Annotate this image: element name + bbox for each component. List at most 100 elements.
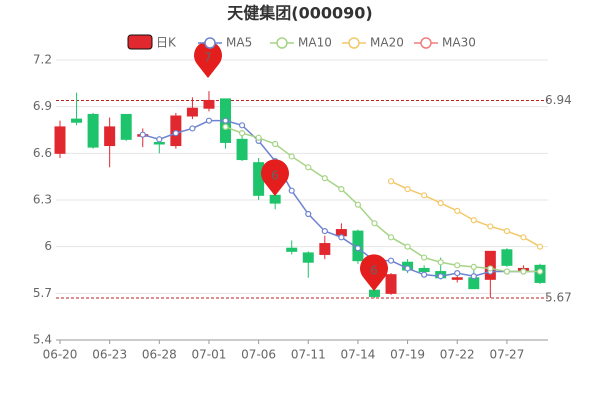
ma-point	[536, 243, 544, 250]
pin	[261, 159, 289, 196]
y-tick-label: 5.4	[33, 333, 52, 347]
ma-point	[222, 123, 229, 130]
x-tick-label: 07-19	[390, 348, 425, 362]
ma-point	[371, 220, 378, 227]
y-tick-label: 5.7	[33, 286, 52, 300]
y-tick-label: 6.6	[33, 146, 52, 160]
x-tick-label: 07-14	[340, 348, 375, 362]
pin-label: 6	[271, 169, 279, 183]
x-tick-label: 07-27	[489, 348, 524, 362]
x-tick-label: 06-23	[92, 348, 127, 362]
legend-marker	[276, 37, 288, 49]
ma-point	[404, 243, 411, 250]
candle-body	[484, 250, 496, 280]
ma-point	[305, 164, 312, 171]
candle-body	[186, 107, 198, 117]
ma-point	[172, 130, 179, 137]
legend-label: 日K	[156, 36, 177, 50]
ma-point	[520, 268, 527, 275]
ma-point	[321, 175, 328, 182]
legend-marker	[420, 37, 432, 49]
ma-point	[238, 122, 246, 129]
pin	[194, 41, 223, 78]
ma-line	[142, 119, 540, 277]
ma-point	[387, 234, 395, 241]
x-tick-label: 06-20	[43, 348, 78, 362]
chart-title: 天健集团(000090)	[227, 4, 372, 23]
ma-line	[390, 180, 541, 248]
pin-label: 7	[204, 51, 212, 65]
ma-point	[255, 134, 262, 141]
ma-point	[288, 187, 295, 194]
ma-point	[454, 270, 461, 277]
ma-point	[387, 178, 395, 185]
ma-point	[305, 210, 312, 218]
ma-point	[156, 136, 163, 143]
ma-point	[487, 265, 494, 272]
legend-marker	[348, 37, 360, 49]
legend-label: MA5	[226, 36, 252, 50]
ma-point	[487, 223, 494, 230]
ma-point	[189, 125, 196, 132]
ma-point	[503, 268, 510, 275]
ma-point	[404, 186, 411, 193]
y-tick-label: 6.9	[33, 99, 52, 113]
reference-label: 5.67	[545, 291, 572, 305]
ma-point	[421, 192, 428, 199]
legend-swatch	[127, 34, 153, 50]
ma-point	[404, 265, 411, 272]
y-tick-label: 6	[44, 239, 52, 253]
candle-body	[319, 243, 331, 255]
ma-point	[338, 234, 345, 241]
candle-body	[368, 289, 380, 297]
ma-point	[387, 257, 395, 264]
legend-label: MA10	[298, 36, 332, 50]
candle-body	[54, 126, 66, 154]
ma-point	[520, 234, 527, 241]
ma-point	[421, 254, 428, 261]
candle-body	[286, 247, 298, 252]
ma-point	[354, 201, 362, 208]
legend-marker	[204, 37, 216, 49]
candle-body	[253, 162, 265, 196]
ma-point	[139, 131, 146, 138]
candle-body	[71, 118, 83, 123]
ma-point	[222, 117, 229, 124]
candle-body	[501, 249, 513, 266]
x-tick-label: 06-28	[142, 348, 177, 362]
candle-body	[120, 113, 132, 140]
ma-point	[238, 130, 246, 137]
candle-body	[104, 126, 116, 147]
ma-point	[470, 217, 477, 224]
ma-point	[437, 259, 444, 266]
ma-point	[338, 186, 345, 193]
candle-body	[203, 99, 215, 109]
pin-label: 6	[370, 264, 378, 278]
x-tick-label: 07-11	[291, 348, 326, 362]
x-tick-label: 07-06	[241, 348, 276, 362]
pin	[360, 254, 388, 291]
candle-body	[153, 141, 165, 145]
candle-body	[236, 138, 248, 161]
x-tick-label: 07-22	[440, 348, 475, 362]
candle-body	[468, 277, 480, 290]
x-tick-label: 07-01	[192, 348, 227, 362]
ma-point	[421, 271, 428, 278]
ma-point	[272, 140, 279, 148]
ma-point	[321, 228, 328, 235]
candle-body	[302, 252, 314, 263]
ma-point	[470, 273, 477, 280]
candle-body	[385, 274, 397, 294]
ma-point	[454, 262, 461, 269]
candle-body	[269, 194, 281, 204]
ma-point	[288, 153, 295, 160]
ma-point	[437, 273, 444, 280]
reference-label: 6.94	[545, 93, 572, 107]
ma-point	[470, 263, 477, 270]
ma-point	[437, 200, 444, 207]
ma-point	[536, 268, 544, 275]
y-tick-label: 6.3	[33, 193, 52, 207]
candle-body	[451, 277, 463, 280]
ma-point	[354, 245, 362, 252]
